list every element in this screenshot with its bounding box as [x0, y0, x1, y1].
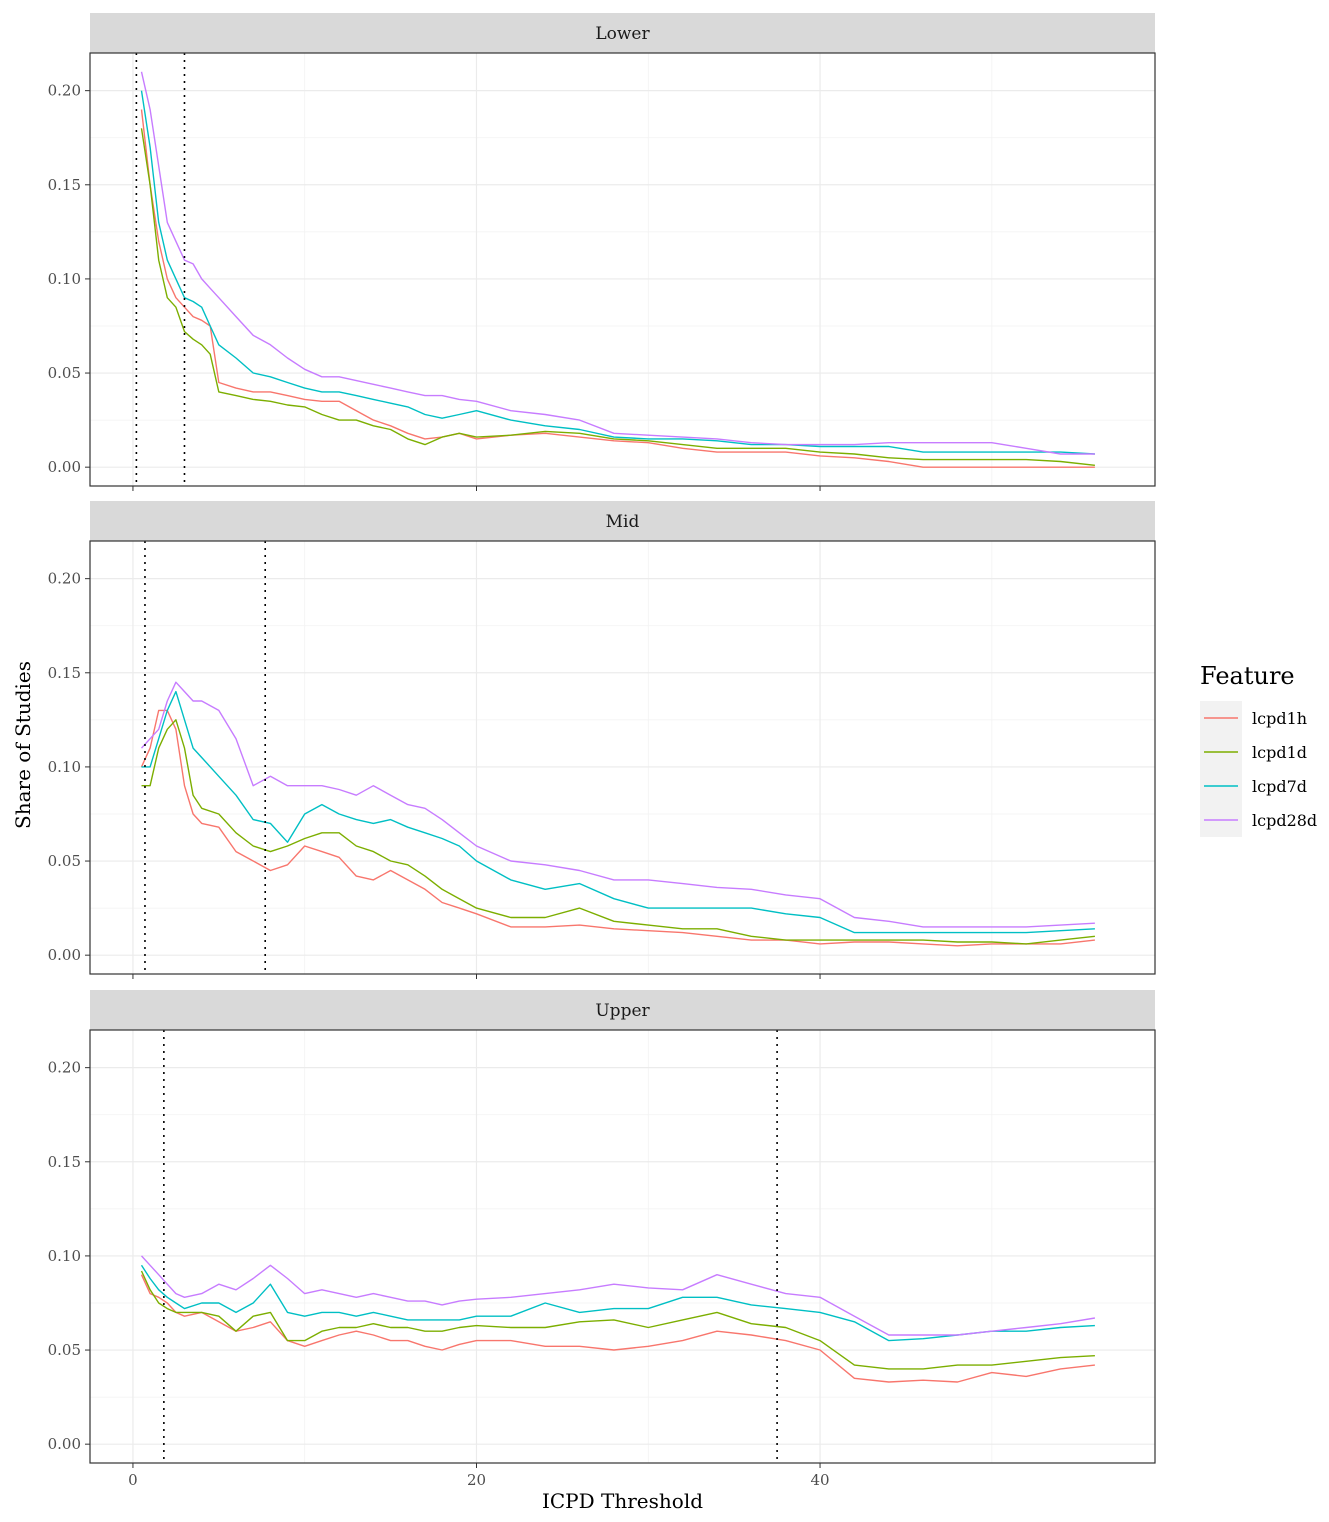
y-tick-label: 0.15 — [48, 1153, 81, 1171]
y-tick-label: 0.10 — [48, 270, 81, 288]
series-line-lcpd1h — [140, 109, 1095, 468]
series-line-lcpd7d — [140, 1264, 1095, 1342]
plot-background — [90, 541, 1155, 974]
y-tick-label: 0.00 — [48, 458, 81, 476]
y-tick-label: 0.05 — [48, 852, 81, 870]
y-tick-label: 0.20 — [48, 570, 81, 588]
y-tick-label: 0.10 — [48, 1247, 81, 1265]
panel-strip — [90, 501, 1155, 541]
panel-strip-label: Lower — [595, 24, 650, 44]
panel-border — [89, 52, 1156, 487]
y-tick-label: 0.00 — [48, 946, 81, 964]
y-tick-label: 0.20 — [48, 82, 81, 100]
panel-strip — [90, 13, 1155, 53]
panel-lower: Lower 0.00 0.05 0.10 0.15 0.20 — [48, 13, 1156, 491]
panel-border — [89, 540, 1156, 975]
series-line-lcpd28d — [140, 681, 1095, 928]
series-line-lcpd1h — [140, 709, 1095, 947]
series-line-lcpd1d — [140, 128, 1095, 466]
series-line-lcpd7d — [140, 90, 1095, 455]
legend-label: lcpd1d — [1252, 743, 1307, 762]
y-tick-label: 0.15 — [48, 664, 81, 682]
panel-mid: Mid 0.00 0.05 0.10 0.15 0.20 — [48, 501, 1156, 979]
x-axis-title: ICPD Threshold — [542, 1489, 703, 1513]
panel-border — [89, 1029, 1156, 1464]
plot-background — [90, 53, 1155, 486]
legend-item-lcpd7d: lcpd7d — [1200, 769, 1307, 803]
y-tick-label: 0.15 — [48, 176, 81, 194]
legend-item-lcpd28d: lcpd28d — [1200, 803, 1317, 837]
series-line-lcpd28d — [140, 71, 1095, 455]
legend-title: Feature — [1200, 662, 1295, 690]
y-tick-label: 0.05 — [48, 364, 81, 382]
panel-strip-label: Mid — [606, 512, 640, 532]
panel-upper: Upper 0.00 0.05 0.10 0.15 0.20 0 20 40 — [48, 990, 1156, 1489]
legend-label: lcpd28d — [1252, 811, 1317, 830]
legend-label: lcpd1h — [1252, 709, 1307, 728]
y-tick-label: 0.00 — [48, 1435, 81, 1453]
series-line-lcpd1d — [141, 719, 1095, 945]
y-tick-label: 0.05 — [48, 1341, 81, 1359]
panel-strip-label: Upper — [595, 1001, 650, 1021]
x-tick-label: 20 — [467, 1471, 486, 1489]
y-tick-label: 0.10 — [48, 758, 81, 776]
legend: Feature lcpd1h lcpd1d lcpd7d lcpd28d — [1200, 662, 1317, 837]
plot-background — [90, 1030, 1155, 1463]
series-line-lcpd1h — [140, 1274, 1095, 1383]
x-tick-label: 40 — [810, 1471, 829, 1489]
legend-item-lcpd1h: lcpd1h — [1200, 701, 1307, 735]
series-line-lcpd1d — [140, 1270, 1095, 1370]
x-tick-label: 0 — [128, 1471, 138, 1489]
legend-label: lcpd7d — [1252, 777, 1307, 796]
panel-strip — [90, 990, 1155, 1030]
y-tick-label: 0.20 — [48, 1059, 81, 1077]
series-line-lcpd7d — [141, 690, 1095, 934]
y-axis-title: Share of Studies — [11, 661, 35, 829]
series-line-lcpd28d — [140, 1255, 1096, 1336]
legend-item-lcpd1d: lcpd1d — [1200, 735, 1307, 769]
